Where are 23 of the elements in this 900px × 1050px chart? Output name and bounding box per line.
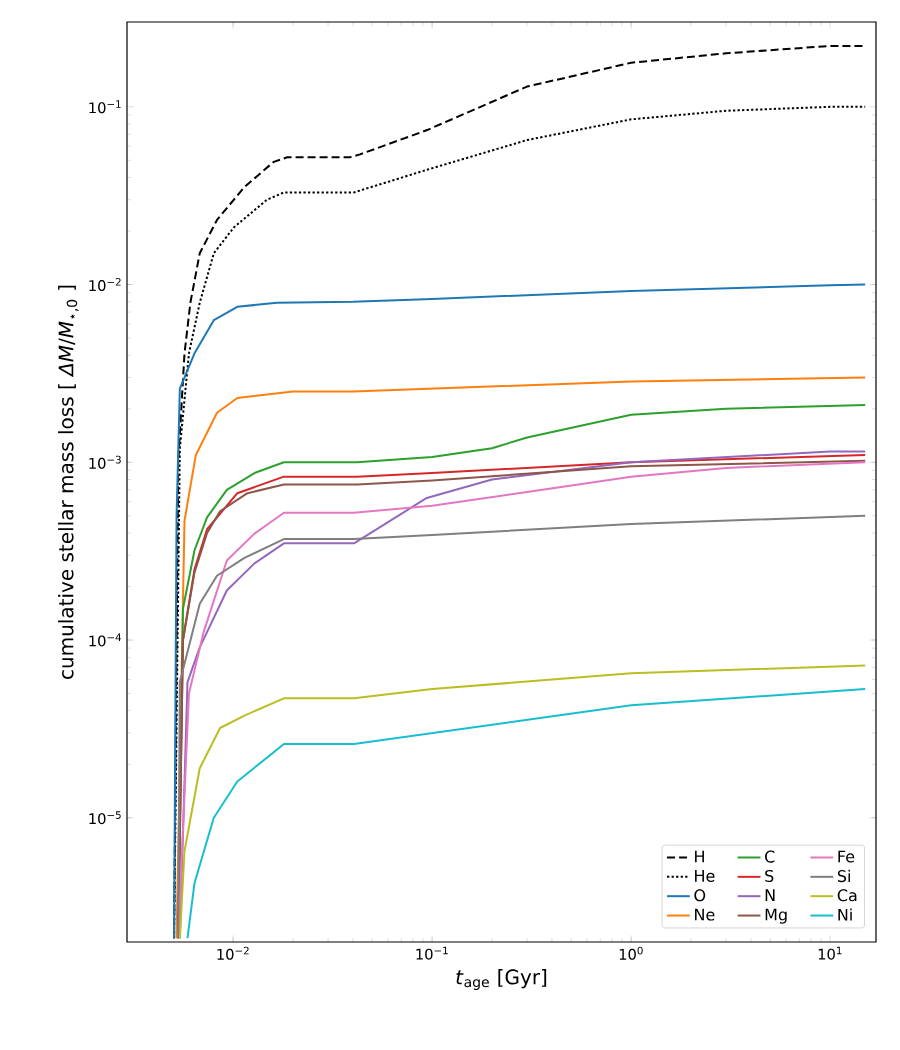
- y-tick-label: 10$^{−5}$: [89, 811, 121, 825]
- y-axis-title: cumulative stellar mass loss [ ΔM/M$_{⋆,0}$ ]: [58, 285, 79, 679]
- y-tick-label: 10$^{−3}$: [89, 455, 121, 469]
- legend-label: Ca: [837, 889, 857, 902]
- y-tick-label: 10$^{−4}$: [89, 633, 122, 647]
- x-tick-label: 10$^{−2}$: [217, 946, 249, 960]
- x-tick-label: 10$^{0}$: [619, 946, 643, 960]
- legend-label: Si: [837, 869, 850, 883]
- legend-label: C: [765, 850, 775, 863]
- x-tick-label: 10$^{1}$: [818, 946, 842, 960]
- legend-label: Ni: [838, 908, 852, 921]
- legend-label: Fe: [838, 850, 855, 863]
- legend-label: N: [765, 889, 775, 902]
- legend-label: H: [695, 850, 704, 863]
- legend-label: S: [765, 869, 774, 882]
- y-tick-label: 10$^{−1}$: [89, 100, 121, 114]
- legend-label: He: [695, 870, 715, 882]
- y-tick-label: 10$^{−2}$: [89, 277, 121, 292]
- legend-label: Ne: [695, 908, 715, 921]
- legend-label: O: [694, 889, 706, 902]
- x-tick-label: 10$^{−1}$: [416, 946, 448, 960]
- legend-label: Mg: [765, 908, 787, 924]
- x-axis-title: t$_{age}$ [Gyr]: [456, 969, 547, 990]
